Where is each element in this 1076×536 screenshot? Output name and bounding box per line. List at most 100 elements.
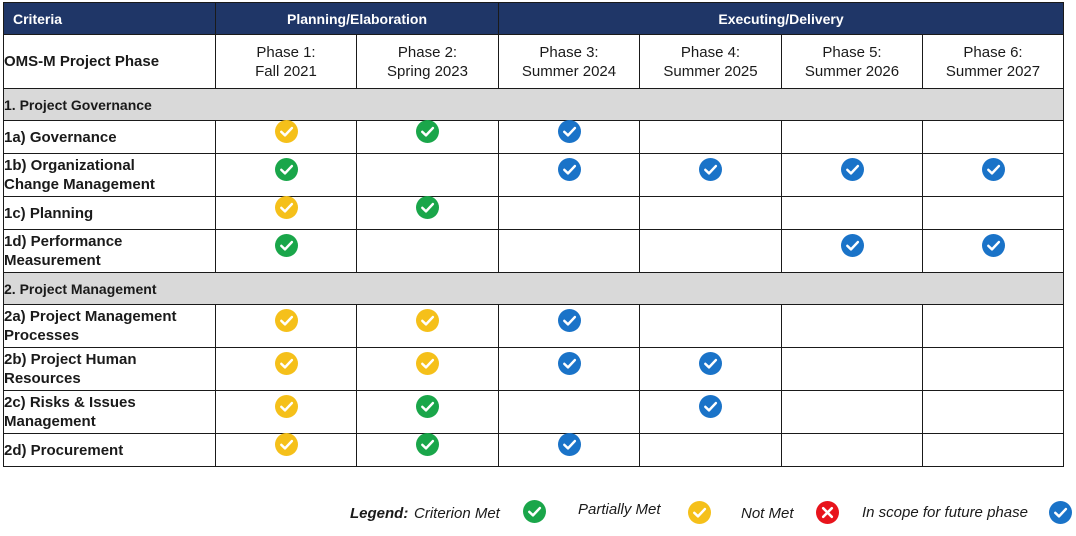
criterion-label: 2a) Project Management Processes bbox=[3, 304, 216, 348]
legend: Legend: Criterion Met Partially Met Not … bbox=[0, 500, 1076, 530]
criterion-label: 2c) Risks & Issues Management bbox=[3, 390, 216, 434]
phase-5-name: Phase 5: bbox=[822, 43, 882, 61]
future-phase-icon bbox=[699, 157, 722, 181]
status-cell-phase-6 bbox=[922, 229, 1064, 273]
partially-met-icon bbox=[416, 351, 439, 375]
partially-met-icon bbox=[274, 195, 298, 219]
status-cell-phase-3 bbox=[498, 153, 640, 197]
partially-met-icon bbox=[274, 308, 298, 332]
criterion-row: 1c) Planning bbox=[3, 195, 1064, 230]
criterion-met-icon bbox=[274, 157, 298, 181]
criterion-label: 2b) Project Human Resources bbox=[3, 347, 216, 391]
criterion-met-icon bbox=[416, 119, 439, 143]
legend-future-icon bbox=[1049, 501, 1072, 528]
status-cell-phase-2 bbox=[356, 347, 499, 391]
section-row: 2. Project Management bbox=[3, 272, 1064, 305]
status-cell-phase-5 bbox=[781, 390, 923, 434]
status-cell-phase-2 bbox=[356, 153, 499, 197]
phase-4-date: Summer 2025 bbox=[663, 62, 758, 80]
future-phase-icon bbox=[557, 351, 581, 375]
criterion-row: 1b) Organizational Change Management bbox=[3, 153, 1064, 197]
legend-future-label: In scope for future phase bbox=[862, 504, 1028, 521]
criterion-label-line: Measurement bbox=[4, 252, 101, 269]
phase-2-date: Spring 2023 bbox=[387, 62, 468, 80]
criterion-label-line: 2c) Risks & Issues bbox=[4, 394, 136, 411]
criterion-label-line: Resources bbox=[4, 370, 81, 387]
status-cell-phase-5 bbox=[781, 229, 923, 273]
planning-elaboration-header: Planning/Elaboration bbox=[215, 2, 499, 35]
criterion-label-line: 2b) Project Human bbox=[4, 351, 137, 368]
future-phase-icon bbox=[981, 233, 1005, 257]
phase-2-name: Phase 2: bbox=[397, 43, 458, 61]
phase-6-date: Summer 2027 bbox=[945, 62, 1041, 80]
status-cell-phase-1 bbox=[215, 195, 357, 230]
partially-met-icon bbox=[274, 432, 298, 456]
legend-met-icon bbox=[523, 500, 546, 527]
future-phase-icon bbox=[840, 157, 864, 181]
status-cell-phase-6 bbox=[922, 153, 1064, 197]
criterion-label-line: Change Management bbox=[4, 176, 155, 193]
partially-met-icon bbox=[274, 351, 298, 375]
criterion-label-line: 1a) Governance bbox=[4, 128, 117, 146]
phase-4-name: Phase 4: bbox=[680, 43, 741, 61]
legend-met-label: Criterion Met bbox=[414, 505, 500, 522]
status-cell-phase-5 bbox=[781, 304, 923, 348]
status-cell-phase-1 bbox=[215, 432, 357, 467]
status-cell-phase-5 bbox=[781, 196, 923, 230]
criterion-met-icon bbox=[416, 195, 439, 219]
criterion-row: 2d) Procurement bbox=[3, 432, 1064, 467]
future-phase-icon bbox=[981, 157, 1005, 181]
phase-4-cell: Phase 4: Summer 2025 bbox=[639, 34, 782, 89]
status-cell-phase-3 bbox=[498, 347, 640, 391]
status-cell-phase-2 bbox=[356, 119, 499, 154]
phase-row-label: OMS-M Project Phase bbox=[3, 34, 216, 89]
legend-not-met-icon bbox=[816, 501, 839, 528]
criterion-label-line: 1d) Performance bbox=[4, 233, 123, 250]
partially-met-icon bbox=[274, 394, 298, 418]
criterion-label-line: 1b) Organizational bbox=[4, 157, 135, 174]
partially-met-icon bbox=[416, 308, 439, 332]
future-phase-icon bbox=[557, 157, 581, 181]
status-cell-phase-4 bbox=[639, 120, 782, 154]
legend-partial-icon bbox=[688, 501, 711, 528]
criterion-label: 1a) Governance bbox=[3, 120, 216, 154]
criterion-label: 1d) Performance Measurement bbox=[3, 229, 216, 273]
phase-row: OMS-M Project Phase Phase 1: Fall 2021 Ph… bbox=[3, 34, 1064, 89]
phase-5-date: Summer 2026 bbox=[804, 62, 900, 80]
executing-delivery-header: Executing/Delivery bbox=[498, 2, 1064, 35]
status-cell-phase-5 bbox=[781, 120, 923, 154]
status-cell-phase-4 bbox=[639, 347, 782, 391]
status-cell-phase-6 bbox=[922, 120, 1064, 154]
phase-5-cell: Phase 5: Summer 2026 bbox=[781, 34, 923, 89]
status-cell-phase-2 bbox=[356, 390, 499, 434]
legend-not-met-label: Not Met bbox=[741, 505, 794, 522]
section-title: 2. Project Management bbox=[3, 272, 1064, 305]
future-phase-icon bbox=[840, 233, 864, 257]
section-row: 1. Project Governance bbox=[3, 88, 1064, 121]
phase-2-cell: Phase 2: Spring 2023 bbox=[356, 34, 499, 89]
phase-3-date: Summer 2024 bbox=[521, 62, 617, 80]
criterion-label: 2d) Procurement bbox=[3, 433, 216, 467]
status-cell-phase-2 bbox=[356, 229, 499, 273]
criterion-row: 1a) Governance bbox=[3, 119, 1064, 154]
criterion-label: 1c) Planning bbox=[3, 196, 216, 230]
criterion-label-line: 1c) Planning bbox=[4, 204, 94, 222]
phase-6-cell: Phase 6: Summer 2027 bbox=[922, 34, 1064, 89]
legend-partial-label: Partially Met bbox=[578, 501, 661, 518]
future-phase-icon bbox=[557, 432, 581, 456]
partially-met-icon bbox=[274, 119, 298, 143]
phase-1-cell: Phase 1: Fall 2021 bbox=[215, 34, 357, 89]
future-phase-icon bbox=[699, 394, 722, 418]
criterion-label-line: Processes bbox=[4, 327, 80, 344]
status-cell-phase-4 bbox=[639, 304, 782, 348]
status-cell-phase-3 bbox=[498, 432, 640, 467]
status-cell-phase-3 bbox=[498, 390, 640, 434]
status-cell-phase-5 bbox=[781, 153, 923, 197]
status-cell-phase-2 bbox=[356, 195, 499, 230]
phase-1-name: Phase 1: bbox=[256, 43, 316, 61]
status-cell-phase-6 bbox=[922, 433, 1064, 467]
status-cell-phase-4 bbox=[639, 433, 782, 467]
status-cell-phase-6 bbox=[922, 347, 1064, 391]
criterion-row: 1d) Performance Measurement bbox=[3, 229, 1064, 273]
legend-title: Legend: bbox=[350, 505, 409, 522]
